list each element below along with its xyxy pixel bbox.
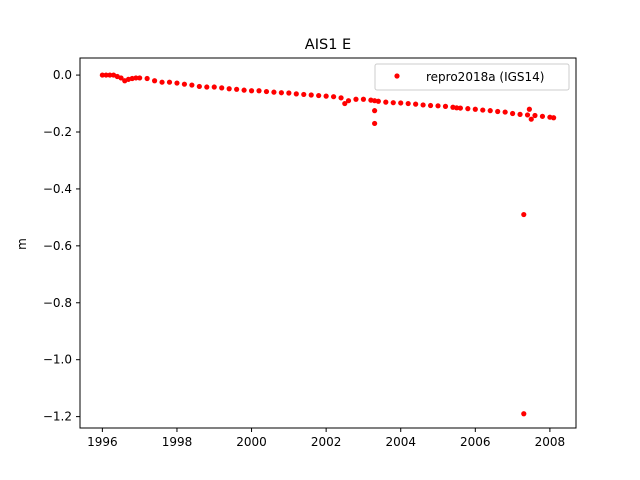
data-point <box>133 75 139 81</box>
data-point <box>353 96 359 102</box>
data-point <box>457 105 463 111</box>
y-tick-label: −1.2 <box>43 410 72 424</box>
data-point <box>551 115 557 121</box>
data-point <box>539 113 546 119</box>
data-point <box>181 81 188 87</box>
y-tick-label: −0.2 <box>43 125 72 139</box>
y-tick-label: −1.0 <box>43 353 72 367</box>
data-point <box>413 101 419 107</box>
x-tick-label: 1998 <box>162 435 193 449</box>
data-point <box>510 110 516 117</box>
data-point <box>118 75 124 81</box>
data-point <box>241 87 247 93</box>
data-point <box>256 88 262 94</box>
data-point <box>375 98 381 104</box>
x-tick-label: 2006 <box>460 435 491 449</box>
plot-frame <box>79 57 577 429</box>
legend-marker <box>394 73 400 79</box>
data-point <box>524 112 531 118</box>
data-point <box>234 86 240 92</box>
x-axis: 1996 1998 2000 2002 2004 2006 2008 <box>87 428 565 449</box>
data-point <box>360 96 367 102</box>
x-tick-label: 2008 <box>535 435 566 449</box>
data-point <box>137 75 143 81</box>
data-point <box>345 98 352 104</box>
data-point <box>372 108 378 114</box>
data-point <box>144 75 150 82</box>
data-point <box>342 100 348 107</box>
x-tick-label: 2000 <box>236 435 267 449</box>
data-point <box>323 93 329 99</box>
data-point <box>204 84 210 90</box>
data-point <box>271 89 277 95</box>
y-axis: 0.0 −0.2 −0.4 −0.6 −0.8 −1.0 −1.2 <box>43 68 80 424</box>
data-point <box>301 91 307 98</box>
data-point <box>226 86 232 92</box>
data-point <box>390 100 396 106</box>
legend: repro2018a (IGS14) <box>374 63 570 91</box>
data-point <box>480 107 486 113</box>
data-point <box>532 112 538 119</box>
data-point <box>420 102 426 108</box>
y-tick-label: −0.8 <box>43 296 72 310</box>
data-point <box>263 88 270 95</box>
y-tick-label: 0.0 <box>53 68 72 82</box>
data-point <box>278 90 284 96</box>
legend-label: repro2018a (IGS14) <box>426 70 544 84</box>
x-tick-label: 2004 <box>385 435 416 449</box>
data-point <box>454 105 460 111</box>
data-point <box>308 92 314 98</box>
y-tick-label: −0.6 <box>43 239 72 253</box>
data-point <box>442 103 449 109</box>
data-point <box>383 99 389 105</box>
data-point <box>286 90 292 96</box>
x-tick-label: 1996 <box>87 435 118 449</box>
data-point <box>521 411 527 417</box>
data-point <box>248 88 255 94</box>
data-point <box>405 100 411 107</box>
data-point <box>528 116 534 122</box>
data-point <box>435 103 441 109</box>
data-point <box>465 106 471 112</box>
data-point <box>495 108 501 115</box>
data-point <box>219 85 225 91</box>
data-point <box>526 106 532 112</box>
data-point <box>398 100 404 106</box>
data-point <box>103 72 109 78</box>
data-point <box>517 111 523 117</box>
data-point <box>151 78 158 84</box>
legend-box <box>374 63 570 91</box>
y-axis-label: m <box>15 238 29 250</box>
data-point <box>487 108 493 114</box>
data-point <box>521 211 527 218</box>
data-point <box>316 92 322 99</box>
data-point <box>338 95 344 101</box>
data-points <box>99 72 557 417</box>
data-point <box>211 84 217 90</box>
chart-title: AIS1 E <box>305 37 351 53</box>
data-point <box>472 106 478 112</box>
data-point <box>330 94 337 100</box>
data-point <box>107 72 113 78</box>
data-point <box>196 83 202 90</box>
y-tick-label: −0.4 <box>43 182 72 196</box>
data-point <box>502 109 508 115</box>
data-point <box>293 91 299 97</box>
data-point <box>174 80 180 86</box>
data-point <box>427 102 434 109</box>
data-point <box>99 72 105 78</box>
x-tick-label: 2002 <box>311 435 342 449</box>
data-point <box>372 120 378 127</box>
data-point <box>189 82 195 88</box>
data-point <box>159 79 165 85</box>
data-point <box>166 79 173 85</box>
